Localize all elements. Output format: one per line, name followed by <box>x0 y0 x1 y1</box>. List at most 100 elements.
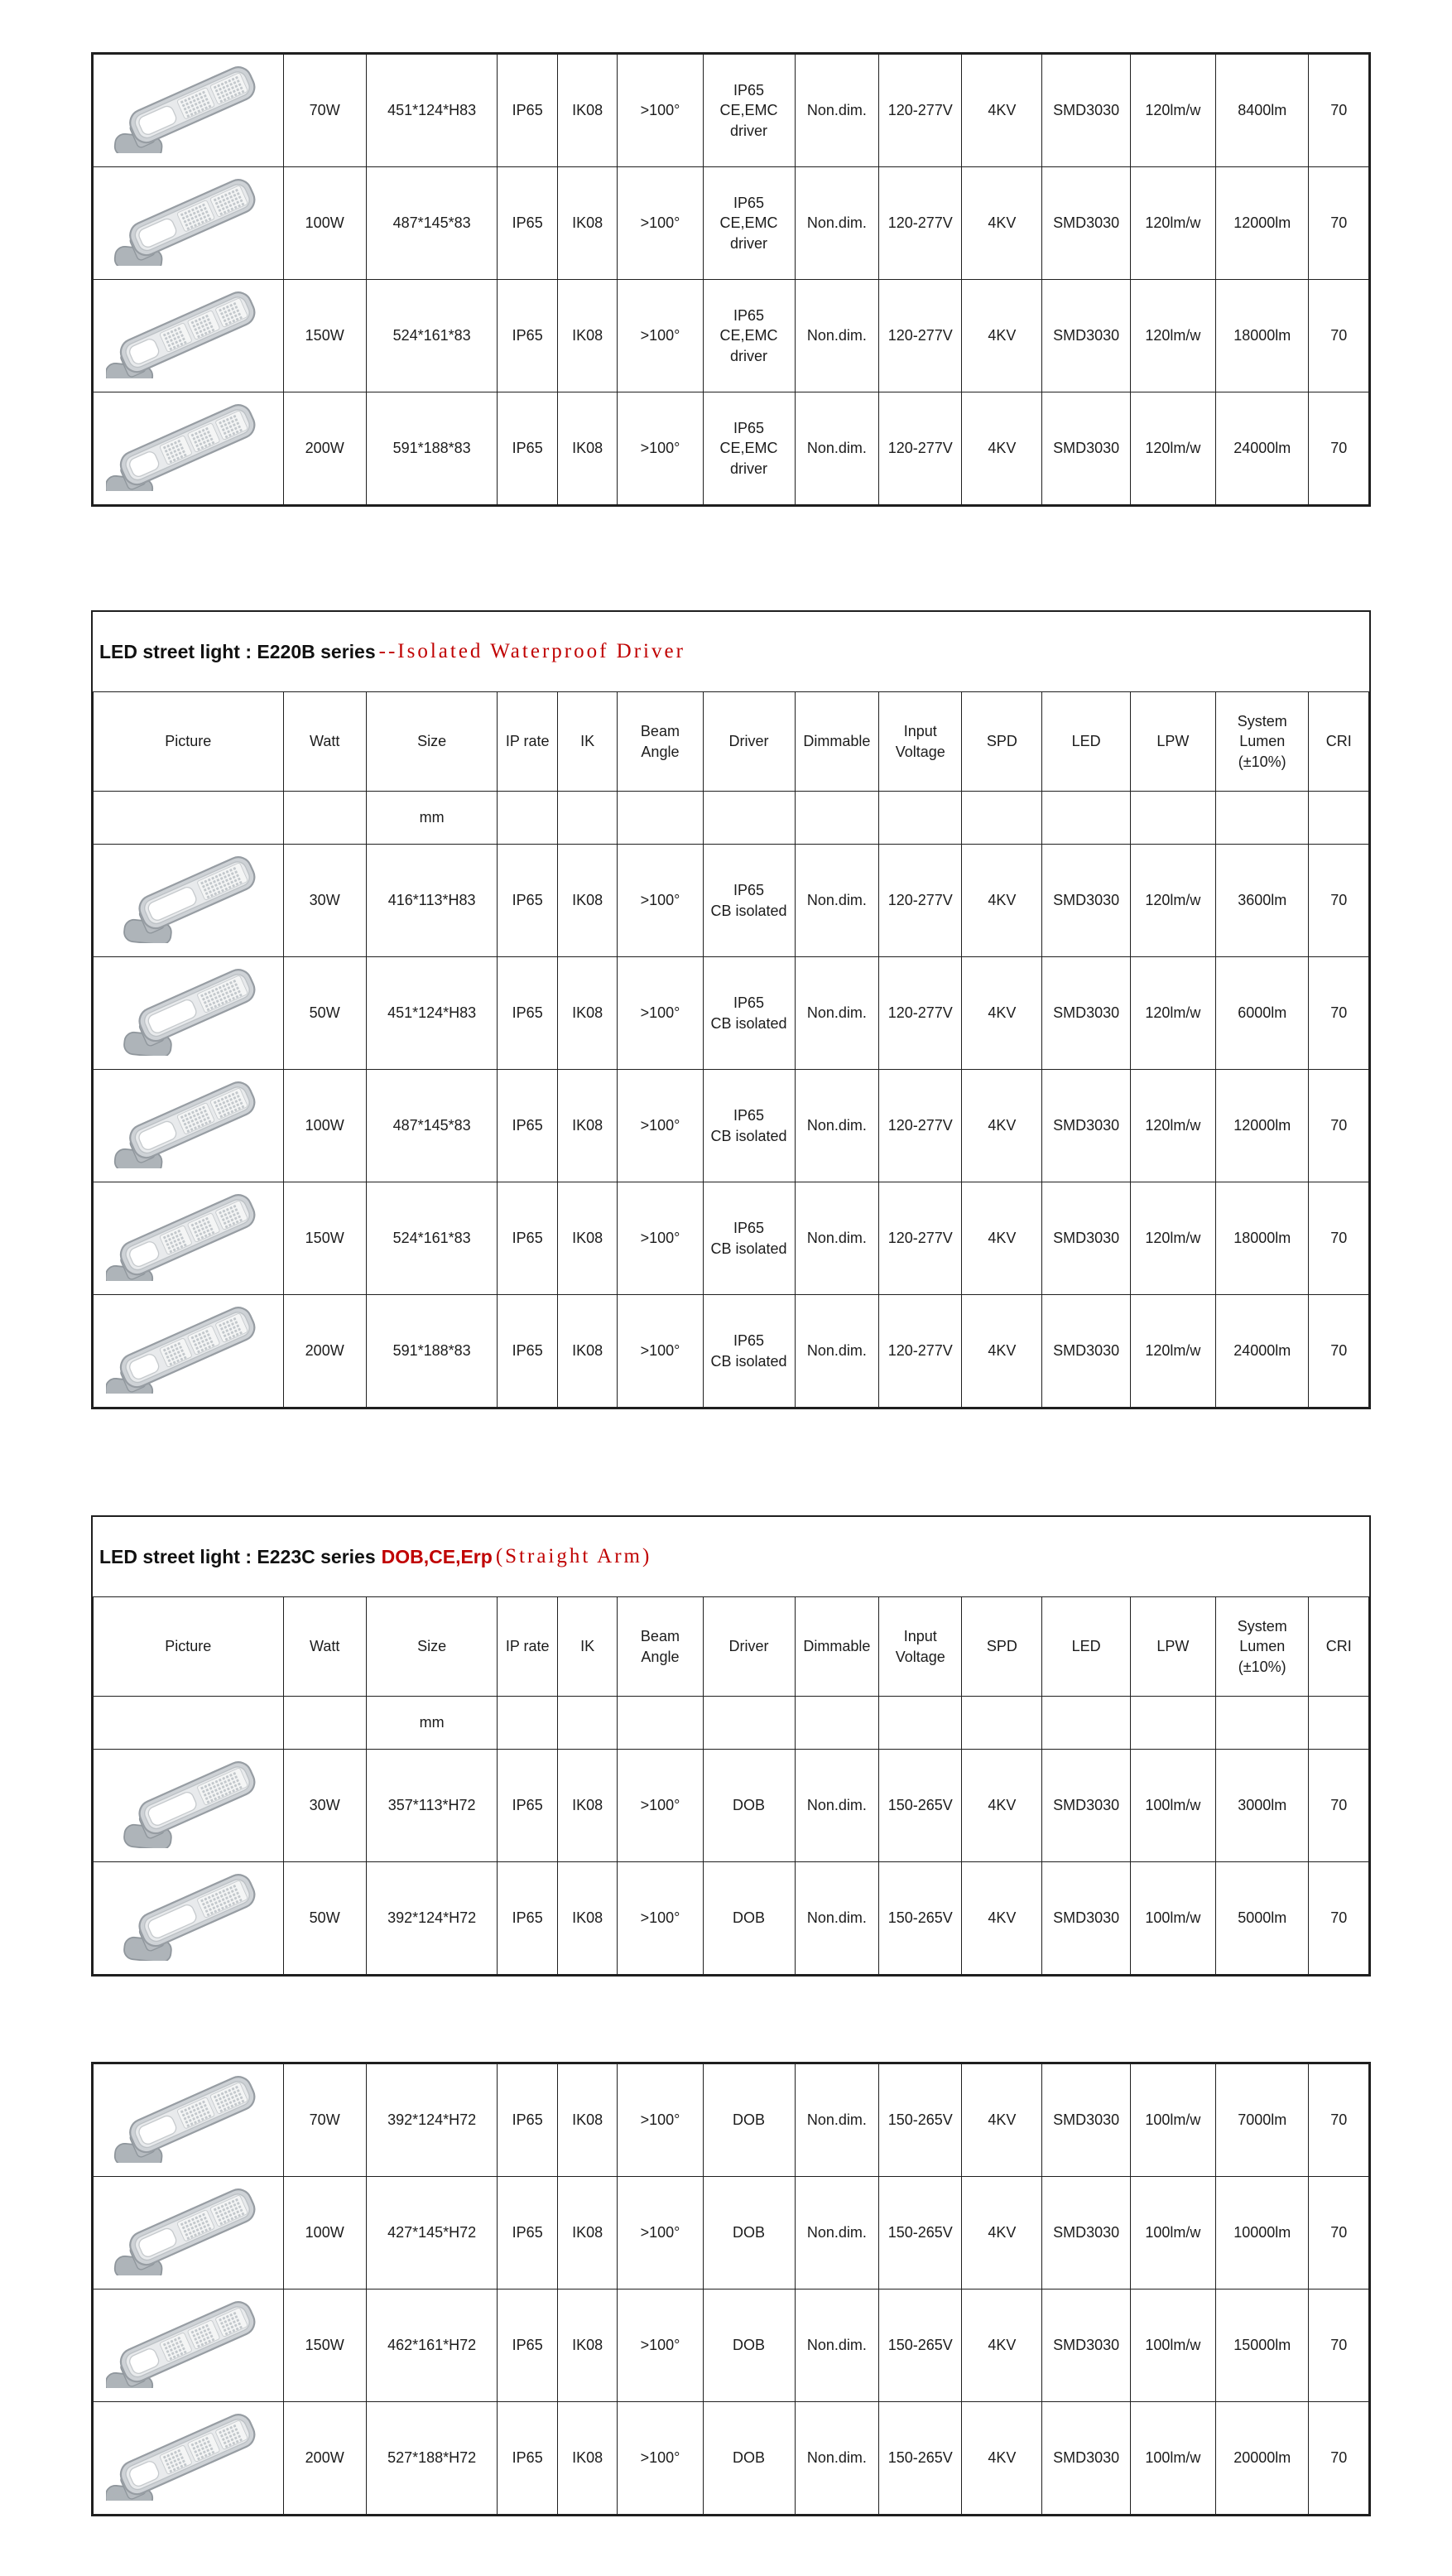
column-header: Dimmable <box>794 1596 880 1697</box>
driver-cell: IP65 CE,EMC driver <box>702 166 796 280</box>
input-voltage-cell: 150-265V <box>878 2401 963 2515</box>
driver-cell: IP65 CE,EMC driver <box>702 392 796 505</box>
column-header: Watt <box>282 691 367 792</box>
spd-cell: 4KV <box>961 844 1043 957</box>
empty-cell <box>93 791 284 845</box>
empty-cell <box>556 791 618 845</box>
product-row: 200W 527*188*H72 IP65 IK08 >100° DOB Non.dim. 1… <box>93 2401 1369 2515</box>
driver-line: CB isolated <box>710 902 787 919</box>
beam-angle-cell: >100° <box>617 2289 704 2402</box>
spec-table-e223c: LED street light : E223C series DOB,CE,E… <box>91 1515 1371 1977</box>
driver-cell: IP65 CE,EMC driver <box>702 279 796 392</box>
ik-cell: IK08 <box>556 2401 618 2515</box>
driver-cell: DOB <box>702 1749 796 1862</box>
lpw-cell: 100lm/w <box>1129 1749 1217 1862</box>
product-spec-table: Picture Watt Size IP rate IK Beam Angle Driver… <box>93 691 1369 1408</box>
ip-rate-cell: IP65 <box>497 844 558 957</box>
size-cell: 524*161*83 <box>365 279 498 392</box>
unit-row: mm <box>93 791 1369 845</box>
led-cell: SMD3030 <box>1041 392 1131 505</box>
unit-row: mm <box>93 1696 1369 1750</box>
driver-line: DOB <box>733 2337 766 2354</box>
driver-line: IP65 <box>733 195 765 212</box>
beam-angle-cell: >100° <box>617 2401 704 2515</box>
input-voltage-cell: 120-277V <box>878 166 963 280</box>
driver-cell: DOB <box>702 2401 796 2515</box>
size-cell: 487*145*83 <box>365 166 498 280</box>
input-voltage-cell: 150-265V <box>878 2289 963 2402</box>
empty-cell <box>961 1696 1043 1750</box>
ip-rate-cell: IP65 <box>497 1182 558 1295</box>
ip-rate-cell: IP65 <box>497 2289 558 2402</box>
led-cell: SMD3030 <box>1041 2063 1131 2177</box>
cri-cell: 70 <box>1308 1069 1369 1182</box>
beam-angle-cell: >100° <box>617 2063 704 2177</box>
column-header: SPD <box>961 691 1043 792</box>
driver-line: CE,EMC driver <box>719 327 778 364</box>
watt-cell: 200W <box>282 1294 367 1408</box>
empty-cell <box>1308 791 1369 845</box>
column-header: IP rate <box>497 1596 558 1697</box>
beam-angle-cell: >100° <box>617 392 704 505</box>
dimmable-cell: Non.dim. <box>794 956 880 1070</box>
ik-cell: IK08 <box>556 2289 618 2402</box>
street-light-image <box>106 965 270 1059</box>
column-header: CRI <box>1308 1596 1369 1697</box>
column-header: Dimmable <box>794 691 880 792</box>
led-cell: SMD3030 <box>1041 166 1131 280</box>
led-cell: SMD3030 <box>1041 1182 1131 1295</box>
beam-angle-cell: >100° <box>617 279 704 392</box>
picture-cell <box>93 392 284 505</box>
column-header: LED <box>1041 1596 1131 1697</box>
table-title: LED street light : E223C series DOB,CE,E… <box>93 1517 1369 1596</box>
empty-cell <box>282 791 367 845</box>
driver-cell: IP65 CB isolated <box>702 844 796 957</box>
driver-line: CB isolated <box>710 1240 787 1257</box>
ip-rate-cell: IP65 <box>497 1294 558 1408</box>
table-title-red: (Straight Arm) <box>495 1545 652 1567</box>
street-light-image <box>106 1757 270 1851</box>
street-light-image <box>106 1870 270 1964</box>
led-cell: SMD3030 <box>1041 1861 1131 1975</box>
driver-line: CB isolated <box>710 1014 787 1032</box>
watt-cell: 30W <box>282 1749 367 1862</box>
spd-cell: 4KV <box>961 1294 1043 1408</box>
led-cell: SMD3030 <box>1041 2289 1131 2402</box>
beam-angle-cell: >100° <box>617 1182 704 1295</box>
empty-cell <box>794 1696 880 1750</box>
spd-cell: 4KV <box>961 2176 1043 2290</box>
beam-angle-cell: >100° <box>617 1069 704 1182</box>
driver-line: IP65 <box>733 420 765 437</box>
lpw-cell: 120lm/w <box>1129 956 1217 1070</box>
size-cell: 392*124*H72 <box>365 2063 498 2177</box>
spd-cell: 4KV <box>961 1749 1043 1862</box>
dimmable-cell: Non.dim. <box>794 166 880 280</box>
picture-cell <box>93 2289 284 2402</box>
ip-rate-cell: IP65 <box>497 279 558 392</box>
beam-angle-cell: >100° <box>617 54 704 167</box>
watt-cell: 200W <box>282 2401 367 2515</box>
watt-cell: 70W <box>282 2063 367 2177</box>
empty-cell <box>1129 791 1217 845</box>
system-lumen-cell: 8400lm <box>1214 54 1310 167</box>
empty-cell <box>961 791 1043 845</box>
product-row: 150W 462*161*H72 IP65 IK08 >100° DOB Non.dim. 1… <box>93 2289 1369 2402</box>
driver-cell: IP65 CE,EMC driver <box>702 54 796 167</box>
column-header: SPD <box>961 1596 1043 1697</box>
lpw-cell: 120lm/w <box>1129 54 1217 167</box>
column-header: CRI <box>1308 691 1369 792</box>
street-light-image <box>104 287 270 390</box>
dimmable-cell: Non.dim. <box>794 2063 880 2177</box>
empty-cell <box>1041 1696 1131 1750</box>
dimmable-cell: Non.dim. <box>794 2176 880 2290</box>
empty-cell <box>1214 791 1310 845</box>
empty-cell <box>878 791 963 845</box>
ik-cell: IK08 <box>556 392 618 505</box>
beam-angle-cell: >100° <box>617 1294 704 1408</box>
beam-angle-cell: >100° <box>617 956 704 1070</box>
size-cell: 416*113*H83 <box>365 844 498 957</box>
system-lumen-cell: 18000lm <box>1214 1182 1310 1295</box>
size-cell: 392*124*H72 <box>365 1861 498 1975</box>
street-light-image <box>104 2297 270 2400</box>
